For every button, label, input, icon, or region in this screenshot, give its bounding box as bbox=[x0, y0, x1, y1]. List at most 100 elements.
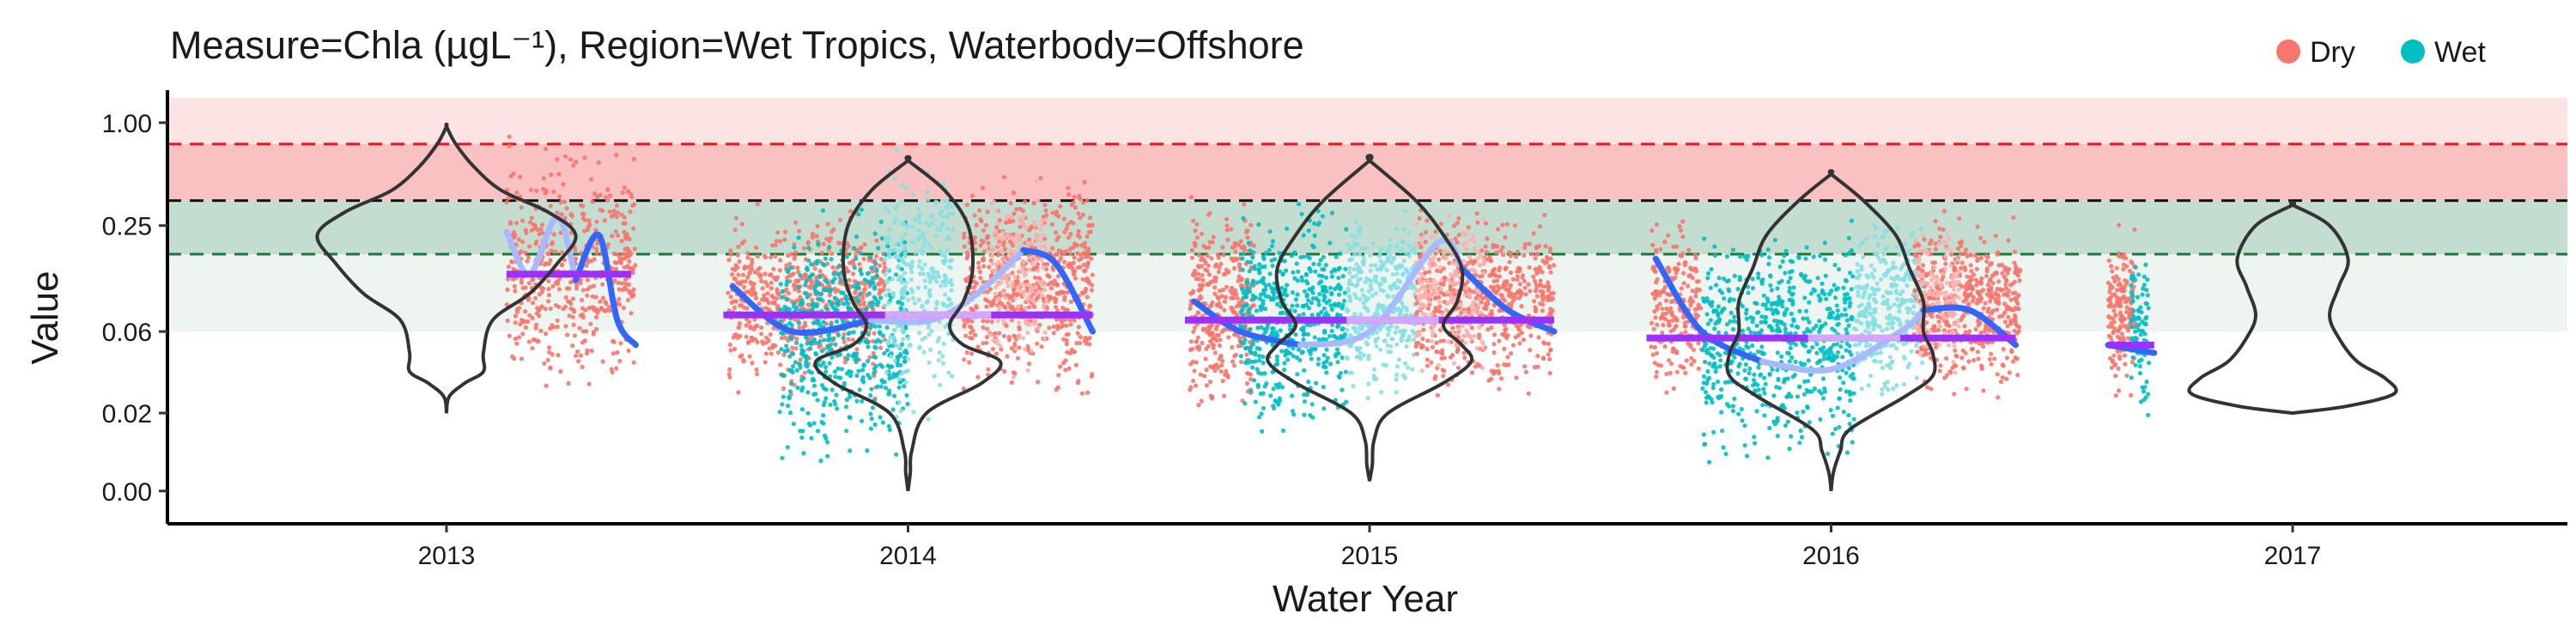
wet-2015b-point bbox=[1377, 283, 1382, 288]
wet-2015-point bbox=[1257, 270, 1262, 276]
dry-2014b-point bbox=[1062, 297, 1067, 302]
dry-2015a-point bbox=[1235, 295, 1240, 301]
wet-2014-point bbox=[863, 339, 868, 344]
dry-2014c-point bbox=[1005, 276, 1010, 282]
dry-2014b-point bbox=[1072, 241, 1078, 246]
wet-2015-point bbox=[1303, 272, 1309, 277]
wet-2014-point bbox=[872, 355, 878, 360]
wet-2015b-point bbox=[1389, 337, 1394, 342]
dry-2015c-point bbox=[1475, 250, 1480, 255]
dry-2014a-point bbox=[755, 323, 760, 328]
dry-2013-point bbox=[580, 340, 586, 345]
wet-2014b-point bbox=[900, 236, 905, 241]
wet-2014b-point bbox=[902, 251, 908, 256]
wet-2015b-point bbox=[1388, 237, 1393, 242]
wet-2014b-point bbox=[934, 301, 939, 307]
dry-2015b-point bbox=[1496, 227, 1501, 232]
wet-2014b-point bbox=[926, 416, 931, 422]
wet-2014-point bbox=[813, 392, 818, 397]
dry-2015a-point bbox=[1200, 277, 1206, 283]
dry-2014a-point bbox=[796, 289, 801, 294]
dry-2014a-point bbox=[732, 332, 738, 337]
wet-2014b-point bbox=[885, 240, 890, 245]
dry-2015c-point bbox=[1432, 263, 1437, 268]
dry-2015a-point bbox=[1203, 267, 1208, 272]
dry-2015b-point bbox=[1533, 305, 1538, 310]
dry-2016a-point bbox=[1681, 365, 1686, 370]
wet-2015-point bbox=[1283, 287, 1288, 292]
dry-2013-point bbox=[604, 195, 609, 200]
wet-2015-point bbox=[1334, 335, 1340, 341]
dry-2014b-point bbox=[1080, 276, 1085, 282]
dry-2015c-point bbox=[1426, 278, 1431, 283]
dry-2014c-point bbox=[995, 319, 1000, 324]
wet-2014b-point bbox=[883, 303, 888, 308]
wet-2015-point bbox=[1321, 254, 1326, 260]
dry-2014a-point bbox=[758, 272, 763, 277]
wet-2014-point bbox=[868, 392, 873, 398]
dry-2013-point bbox=[562, 258, 568, 263]
dry-2015b-point bbox=[1455, 240, 1460, 245]
dry-2015b-point bbox=[1522, 364, 1528, 369]
dry-2016a-point bbox=[1661, 322, 1666, 328]
wet-2014b-point bbox=[945, 226, 951, 232]
dry-2015c-point bbox=[1417, 276, 1422, 282]
dry-2015b-point bbox=[1440, 282, 1445, 287]
dry-2016a-point bbox=[1664, 390, 1669, 395]
dry-2015c-point bbox=[1419, 301, 1424, 307]
wet-2015-point bbox=[1296, 347, 1302, 352]
wet-2014-point bbox=[778, 307, 783, 313]
dry-2015a-point bbox=[1206, 272, 1212, 277]
dry-2014a-point bbox=[746, 264, 751, 270]
dry-2014c-point bbox=[990, 253, 995, 258]
wet-2014-point bbox=[837, 264, 842, 269]
dry-2015a-point bbox=[1198, 294, 1203, 299]
dry-2015b-point bbox=[1492, 272, 1498, 277]
wet-2015-point bbox=[1310, 415, 1315, 420]
dry-2013-point bbox=[506, 264, 512, 270]
wet-2014-point bbox=[829, 355, 835, 360]
dry-2015a-point bbox=[1220, 358, 1225, 364]
wet-2014b-point bbox=[938, 211, 943, 216]
dry-2015b-point bbox=[1547, 356, 1552, 361]
dry-2014b-point bbox=[1072, 318, 1077, 323]
dry-2014b-point bbox=[963, 276, 969, 282]
wet-2015-point bbox=[1344, 227, 1349, 232]
dry-2014b-point bbox=[1061, 252, 1066, 257]
dry-2015b-point bbox=[1492, 342, 1497, 347]
dry-2016a-point bbox=[1654, 350, 1660, 355]
dry-2014b-point bbox=[1042, 236, 1048, 241]
dry-2014a-point bbox=[727, 342, 732, 348]
wet-2014b-point bbox=[950, 282, 955, 288]
wet-2015-point bbox=[1338, 285, 1343, 290]
wet-2015-point bbox=[1301, 328, 1306, 333]
dry-2014b-point bbox=[1052, 295, 1057, 301]
dry-2015a-point bbox=[1222, 393, 1227, 398]
wet-2015-point bbox=[1275, 333, 1280, 338]
dry-2015c-point bbox=[1467, 294, 1473, 299]
wet-2015b-point bbox=[1358, 350, 1364, 355]
dry-2013-point bbox=[611, 339, 617, 344]
dry-2015b-point bbox=[1425, 218, 1430, 223]
dry-2015c-point bbox=[1479, 339, 1485, 344]
dry-2015a-point bbox=[1224, 368, 1229, 374]
wet-2015b-point bbox=[1357, 265, 1362, 270]
wet-2015-point bbox=[1281, 292, 1286, 297]
dry-2015c-point bbox=[1436, 363, 1442, 368]
dry-2014c-point bbox=[1039, 293, 1045, 298]
wet-2015b-point bbox=[1404, 250, 1409, 256]
dry-2013-point bbox=[580, 216, 586, 221]
dry-2015b-point bbox=[1484, 221, 1489, 226]
wet-2014-point bbox=[827, 361, 832, 366]
dry-2014a-point bbox=[821, 241, 826, 246]
wet-2014b-point bbox=[892, 358, 897, 363]
dry-2013-point bbox=[592, 283, 597, 289]
dry-2015a-point bbox=[1188, 347, 1194, 353]
dry-2016a-point bbox=[1682, 320, 1687, 325]
dry-2014a-point bbox=[777, 268, 783, 273]
wet-2014-point bbox=[785, 279, 790, 284]
dry-2013-point bbox=[570, 296, 576, 301]
dry-2015b-point bbox=[1421, 327, 1426, 332]
dry-2014a-point bbox=[853, 290, 858, 295]
wet-2014b-point bbox=[910, 240, 915, 245]
